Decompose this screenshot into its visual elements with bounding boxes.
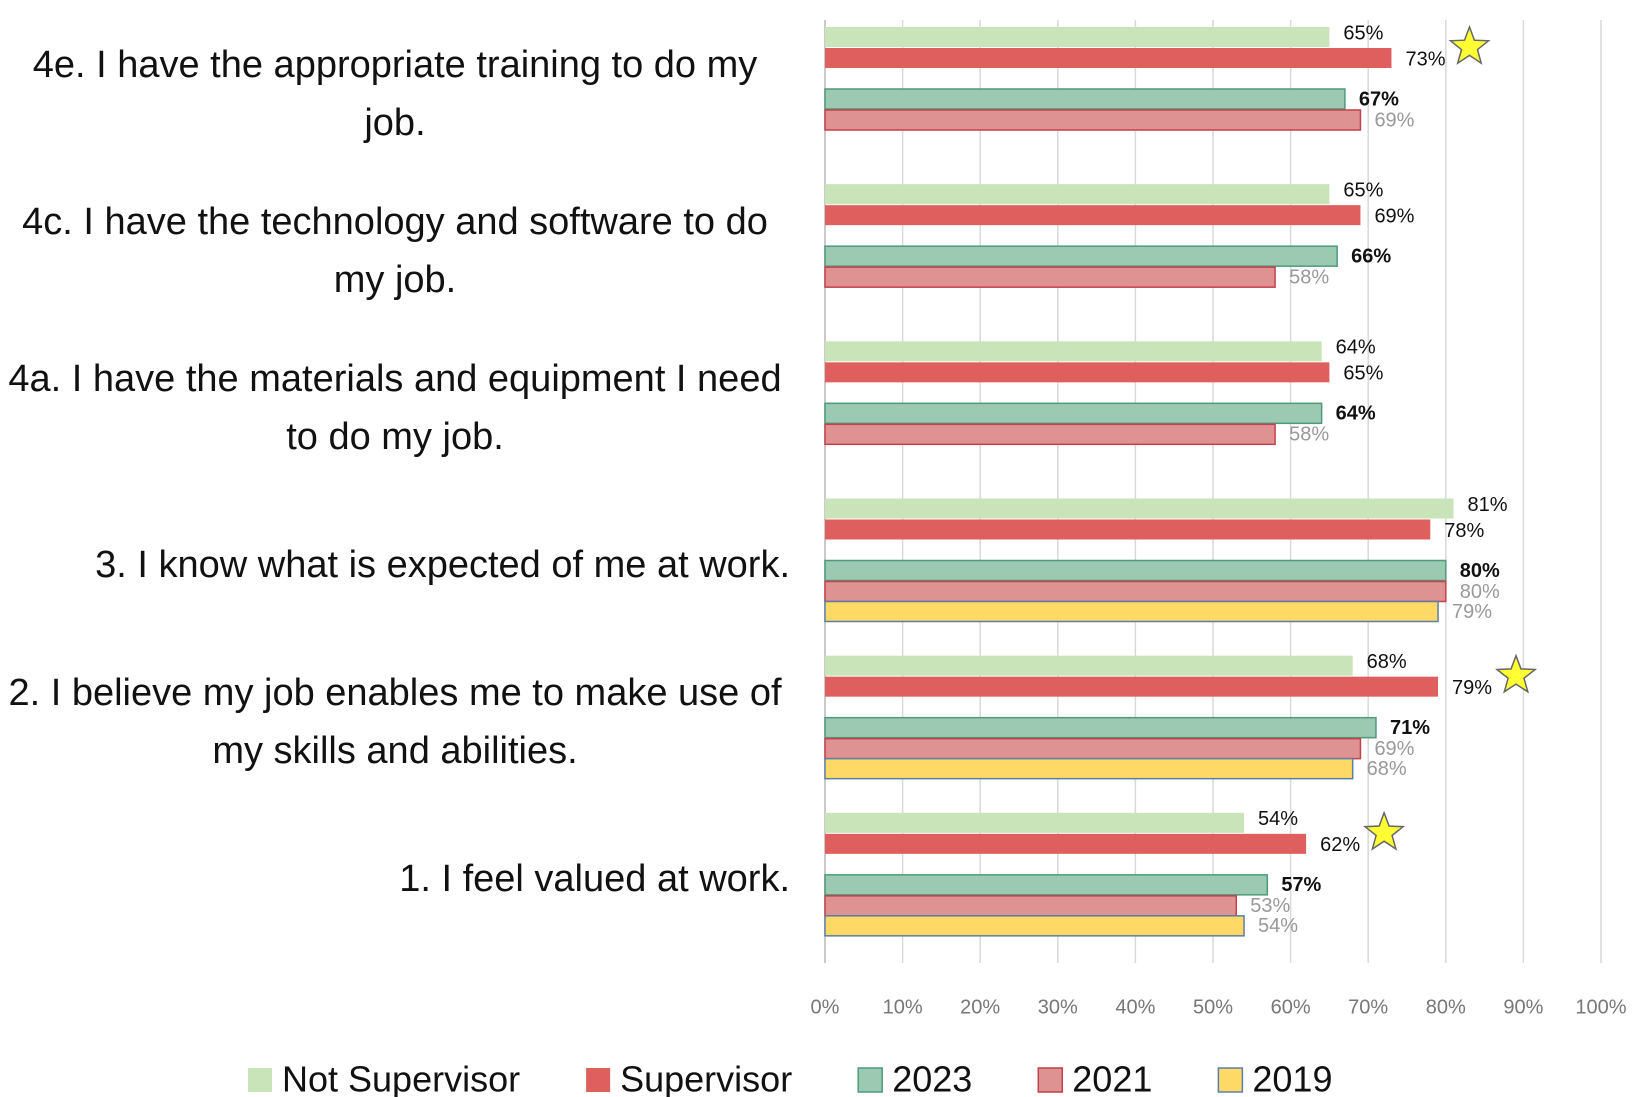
value-label: 69% bbox=[1374, 109, 1414, 131]
value-label: 54% bbox=[1258, 915, 1298, 937]
bar bbox=[825, 498, 1454, 519]
legend-label: 2023 bbox=[892, 1059, 972, 1097]
value-label: 57% bbox=[1281, 874, 1321, 896]
value-label: 65% bbox=[1343, 363, 1383, 385]
x-tick-label: 0% bbox=[811, 996, 840, 1018]
bar bbox=[824, 402, 1323, 425]
value-label: 68% bbox=[1367, 651, 1407, 673]
bar bbox=[824, 874, 1269, 896]
value-label: 69% bbox=[1374, 205, 1414, 227]
x-tick-label: 90% bbox=[1503, 996, 1543, 1018]
x-tick-label: 80% bbox=[1426, 996, 1466, 1018]
bar bbox=[824, 716, 1377, 739]
bar bbox=[825, 519, 1431, 540]
x-tick-label: 100% bbox=[1575, 996, 1626, 1018]
value-label: 71% bbox=[1390, 717, 1430, 739]
bar bbox=[825, 833, 1307, 854]
bar bbox=[824, 895, 1238, 917]
value-label: 78% bbox=[1444, 520, 1484, 542]
value-label: 58% bbox=[1289, 266, 1329, 288]
value-label: 80% bbox=[1460, 581, 1500, 603]
bar bbox=[824, 757, 1354, 780]
bar bbox=[824, 580, 1447, 603]
bar bbox=[824, 559, 1447, 582]
x-tick-label: 60% bbox=[1271, 996, 1311, 1018]
value-label: 64% bbox=[1336, 337, 1376, 359]
value-label: 81% bbox=[1468, 494, 1508, 516]
value-label: 79% bbox=[1452, 677, 1492, 699]
legend-label: 2021 bbox=[1072, 1059, 1152, 1097]
legend-swatch bbox=[1217, 1067, 1244, 1093]
bar bbox=[824, 88, 1346, 110]
legend-label: Not Supervisor bbox=[282, 1059, 520, 1097]
bar bbox=[824, 600, 1439, 623]
bar bbox=[825, 184, 1330, 205]
bar bbox=[825, 48, 1392, 68]
legend-swatch bbox=[857, 1067, 883, 1093]
value-label: 62% bbox=[1320, 834, 1360, 856]
bar bbox=[825, 655, 1353, 676]
star-marker bbox=[1363, 810, 1406, 851]
category-label: 2. I believe my job enables me to make u… bbox=[8, 672, 782, 773]
legend-label: 2019 bbox=[1252, 1059, 1332, 1097]
value-label: 65% bbox=[1343, 179, 1383, 201]
bar bbox=[825, 812, 1245, 833]
bar bbox=[824, 737, 1362, 760]
bar bbox=[824, 245, 1338, 267]
value-label: 65% bbox=[1343, 22, 1383, 44]
legend-swatch bbox=[248, 1068, 272, 1092]
category-label: 4c. I have the technology and software t… bbox=[22, 200, 768, 301]
category-label-box: 2. I believe my job enables me to make u… bbox=[0, 649, 790, 796]
legend-swatch bbox=[1037, 1067, 1064, 1093]
value-label: 68% bbox=[1367, 758, 1407, 780]
value-label: 79% bbox=[1452, 601, 1492, 623]
category-label-box: 4c. I have the technology and software t… bbox=[0, 177, 790, 324]
value-label: 58% bbox=[1289, 424, 1329, 446]
bar bbox=[825, 676, 1439, 697]
star-marker bbox=[1494, 653, 1538, 694]
value-label: 53% bbox=[1250, 895, 1290, 917]
bar bbox=[824, 423, 1276, 446]
x-tick-label: 30% bbox=[1038, 996, 1078, 1018]
bar bbox=[825, 27, 1330, 47]
x-tick-label: 10% bbox=[883, 996, 923, 1018]
value-label: 69% bbox=[1374, 738, 1414, 760]
category-label-box: 1. I feel valued at work. bbox=[0, 806, 790, 953]
bar bbox=[825, 362, 1330, 383]
x-tick-label: 40% bbox=[1115, 996, 1155, 1018]
x-tick-label: 20% bbox=[960, 996, 1000, 1018]
category-label-box: 4e. I have the appropriate training to d… bbox=[0, 20, 790, 167]
star-marker bbox=[1448, 24, 1491, 65]
bar bbox=[824, 109, 1362, 131]
bar bbox=[824, 266, 1276, 288]
bar bbox=[824, 915, 1245, 937]
legend-label: Supervisor bbox=[620, 1059, 792, 1097]
value-label: 80% bbox=[1460, 560, 1500, 582]
value-label: 73% bbox=[1405, 48, 1445, 70]
bar bbox=[825, 205, 1361, 226]
value-label: 67% bbox=[1359, 88, 1399, 110]
category-label-box: 4a. I have the materials and equipment I… bbox=[0, 334, 790, 481]
value-label: 66% bbox=[1351, 245, 1391, 267]
category-label: 1. I feel valued at work. bbox=[399, 858, 790, 901]
category-label: 4e. I have the appropriate training to d… bbox=[32, 43, 758, 144]
category-label: 4a. I have the materials and equipment I… bbox=[8, 357, 782, 458]
value-label: 64% bbox=[1336, 403, 1376, 425]
legend-swatch bbox=[586, 1068, 611, 1092]
x-tick-label: 70% bbox=[1348, 996, 1388, 1018]
x-tick-label: 50% bbox=[1193, 996, 1233, 1018]
value-label: 54% bbox=[1258, 808, 1298, 830]
category-label-box: 3. I know what is expected of me at work… bbox=[0, 492, 790, 639]
bar bbox=[825, 341, 1322, 362]
category-label: 3. I know what is expected of me at work… bbox=[95, 544, 790, 587]
